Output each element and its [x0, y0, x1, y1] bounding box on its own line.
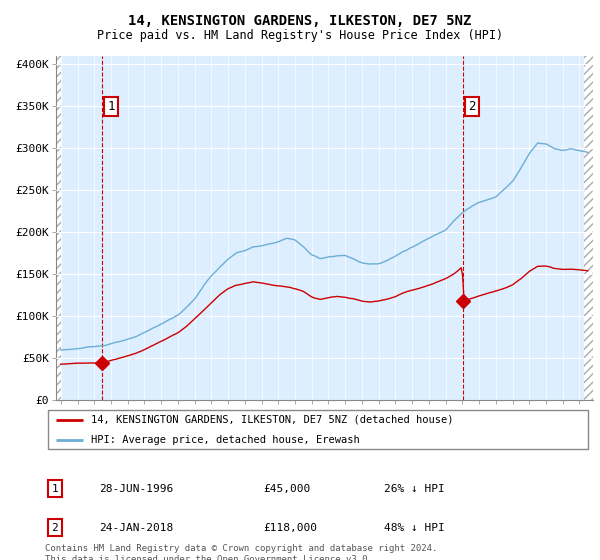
Text: 1: 1: [52, 484, 58, 493]
Bar: [584, 56, 593, 400]
Text: 14, KENSINGTON GARDENS, ILKESTON, DE7 5NZ (detached house): 14, KENSINGTON GARDENS, ILKESTON, DE7 5N…: [91, 415, 454, 424]
Text: 28-JUN-1996: 28-JUN-1996: [100, 484, 174, 493]
Text: Price paid vs. HM Land Registry's House Price Index (HPI): Price paid vs. HM Land Registry's House …: [97, 29, 503, 42]
Text: 24-JAN-2018: 24-JAN-2018: [100, 523, 174, 533]
Text: 48% ↓ HPI: 48% ↓ HPI: [383, 523, 444, 533]
Bar: [56, 56, 61, 400]
Text: 14, KENSINGTON GARDENS, ILKESTON, DE7 5NZ: 14, KENSINGTON GARDENS, ILKESTON, DE7 5N…: [128, 14, 472, 28]
Text: £118,000: £118,000: [263, 523, 317, 533]
Text: 26% ↓ HPI: 26% ↓ HPI: [383, 484, 444, 493]
Text: 1: 1: [107, 100, 115, 113]
Text: 2: 2: [52, 523, 58, 533]
Text: HPI: Average price, detached house, Erewash: HPI: Average price, detached house, Erew…: [91, 435, 360, 445]
Text: Contains HM Land Registry data © Crown copyright and database right 2024.
This d: Contains HM Land Registry data © Crown c…: [45, 544, 437, 560]
Text: £45,000: £45,000: [263, 484, 311, 493]
FancyBboxPatch shape: [48, 410, 588, 449]
Text: 2: 2: [469, 100, 476, 113]
